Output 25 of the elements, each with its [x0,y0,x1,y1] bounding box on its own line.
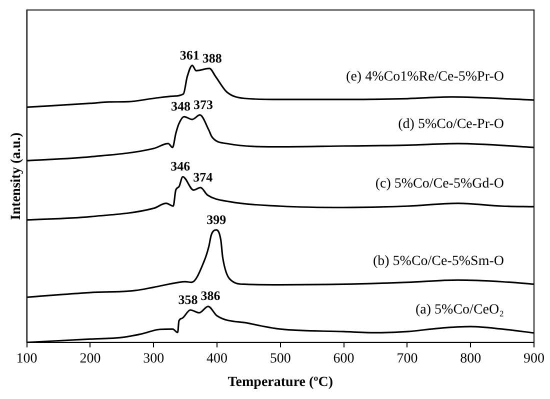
x-tick-label: 600 [333,351,354,366]
series-label: (e) 4%Co1%Re/Ce-5%Pr-O [346,70,504,85]
x-tick-label: 900 [524,351,544,366]
annotation: 399 [206,212,227,227]
x-tick-label: 400 [206,351,228,366]
annotation: 388 [202,50,222,66]
x-tick-label: 100 [16,351,38,366]
x-axis-title: Temperature (ºC) [228,375,334,390]
annotation: 361 [180,47,200,62]
annotation: 374 [193,169,214,184]
annotation: 373 [193,96,214,112]
annotation: 346 [170,158,191,174]
x-tick-label: 700 [396,351,418,366]
y-axis-title: Intensity (a.u.) [9,132,24,220]
annotation: 358 [178,292,198,307]
x-tick-label: 500 [270,351,291,366]
series-label: (b) 5%Co/Ce-5%Sm-O [372,254,504,269]
series-label: (d) 5%Co/Ce-Pr-O [398,117,504,132]
series-label: (c) 5%Co/Ce-5%Gd-O [375,176,504,192]
annotation: 348 [170,98,191,114]
series-label: (a) 5%Co/CeO₂ [416,302,504,318]
annotation: 386 [200,288,221,304]
x-tick-label: 200 [80,351,101,366]
x-tick-label: 300 [143,351,164,366]
x-tick-label: 800 [460,351,482,366]
